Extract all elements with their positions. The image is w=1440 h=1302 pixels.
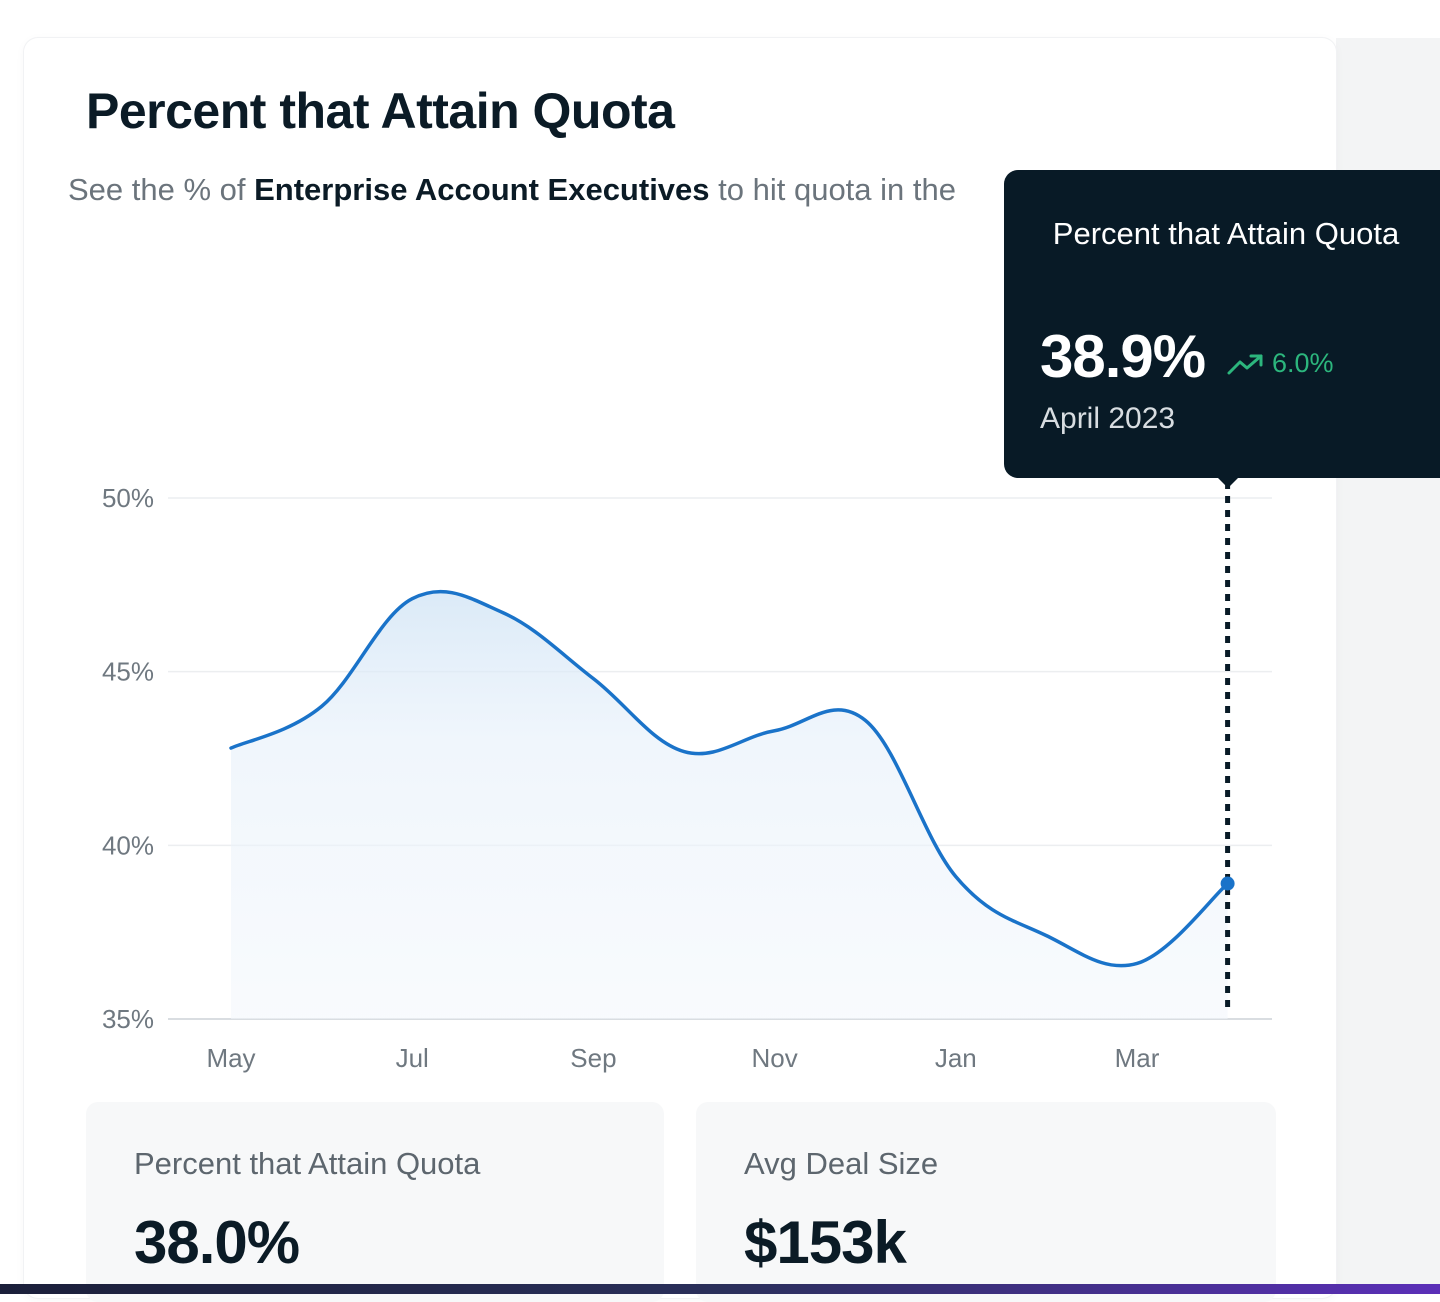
subtitle-prefix: See the % of <box>68 172 255 207</box>
tooltip-change-value: 6.0% <box>1272 348 1334 378</box>
x-tick-label: Jan <box>935 1043 977 1073</box>
hover-point <box>1220 876 1235 891</box>
trending-up-icon <box>1227 354 1263 374</box>
chart-tooltip: Percent that Attain Quota 38.9% 6.0% Apr… <box>1004 170 1440 478</box>
y-tick-label: 35% <box>102 1004 154 1034</box>
x-tick-label: May <box>206 1043 255 1073</box>
subtitle-suffix: to hit quota in the <box>709 172 956 207</box>
tooltip-title: Percent that Attain Quota <box>1052 216 1400 251</box>
x-tick-label: Sep <box>570 1043 616 1073</box>
x-tick-label: Mar <box>1115 1043 1160 1073</box>
x-tick-label: Nov <box>751 1043 797 1073</box>
tooltip-pointer <box>1216 476 1240 488</box>
series-line <box>229 589 1230 968</box>
y-tick-label: 45% <box>102 657 154 687</box>
page-title: Percent that Attain Quota <box>86 83 675 139</box>
tooltip-date: April 2023 <box>1040 402 1176 435</box>
stat-label: Avg Deal Size <box>744 1146 939 1181</box>
stat-card-deal-size[interactable]: Avg Deal Size $153k <box>696 1102 1276 1302</box>
tooltip-change: 6.0% <box>1226 348 1334 379</box>
stat-value: $153k <box>744 1209 907 1276</box>
y-tick-label: 50% <box>102 483 154 513</box>
subtitle-highlight: Enterprise Account Executives <box>254 172 710 207</box>
stat-label: Percent that Attain Quota <box>134 1146 481 1181</box>
area-fill <box>231 591 1228 1019</box>
chart-subtitle: See the % of Enterprise Account Executiv… <box>68 172 1028 208</box>
stat-value: 38.0% <box>134 1209 300 1276</box>
window-bottom-edge <box>0 1284 1440 1294</box>
stat-card-quota[interactable]: Percent that Attain Quota 38.0% <box>86 1102 664 1302</box>
tooltip-value: 38.9% <box>1040 323 1206 390</box>
x-tick-label: Jul <box>396 1043 429 1073</box>
y-tick-label: 40% <box>102 830 154 860</box>
